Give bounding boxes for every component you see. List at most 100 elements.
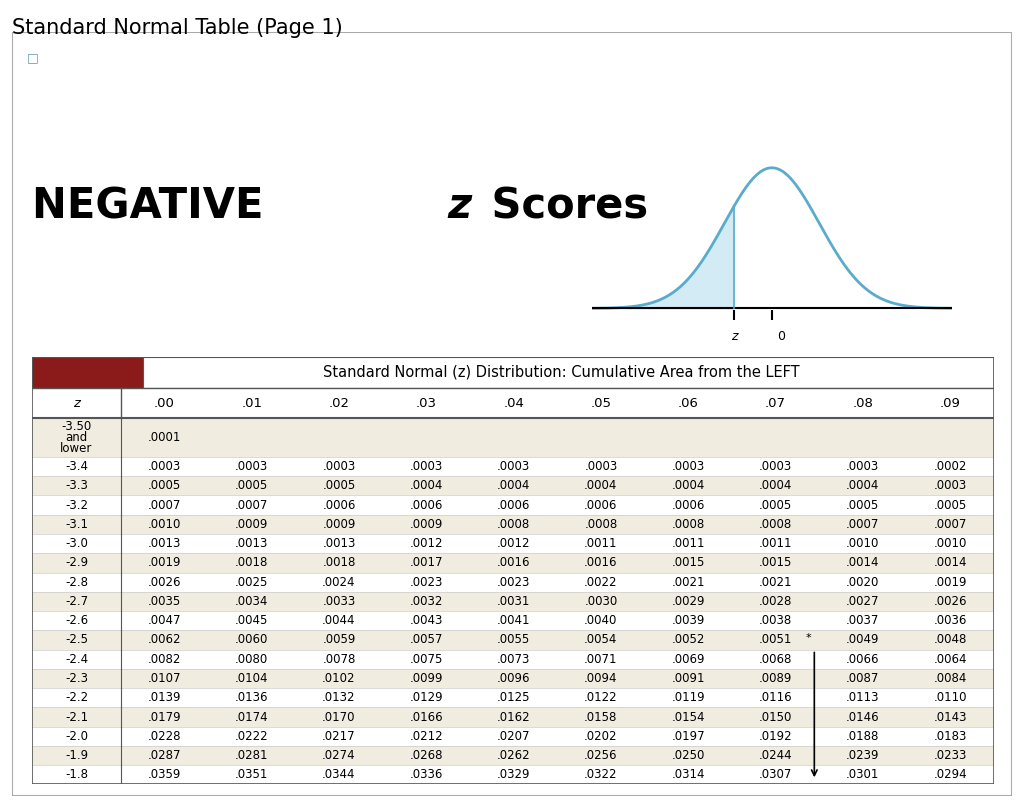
Text: .0040: .0040 (584, 614, 617, 627)
Text: .0011: .0011 (584, 537, 617, 550)
Bar (33, 688, 993, 707)
Text: .0014: .0014 (846, 557, 880, 570)
Text: .0004: .0004 (759, 479, 793, 492)
Text: .0003: .0003 (497, 460, 530, 473)
Text: .0336: .0336 (410, 768, 443, 781)
Text: .0132: .0132 (323, 691, 355, 705)
Text: .0005: .0005 (759, 499, 793, 511)
Text: .0021: .0021 (672, 575, 705, 589)
Text: .0188: .0188 (846, 730, 880, 743)
Bar (33, 419, 993, 457)
Text: .0107: .0107 (147, 672, 181, 685)
Text: .0062: .0062 (147, 633, 181, 646)
Text: .0010: .0010 (934, 537, 967, 550)
Text: .0294: .0294 (933, 768, 967, 781)
Text: .0119: .0119 (672, 691, 705, 705)
Text: .09: .09 (940, 397, 961, 410)
Text: .0038: .0038 (759, 614, 793, 627)
Text: .0008: .0008 (497, 518, 530, 531)
Text: -2.5: -2.5 (65, 633, 88, 646)
Text: .0011: .0011 (759, 537, 793, 550)
Text: .0015: .0015 (759, 557, 793, 570)
Text: .0057: .0057 (410, 633, 443, 646)
Text: .0154: .0154 (672, 710, 705, 723)
Text: .0344: .0344 (323, 768, 355, 781)
Text: .0281: .0281 (234, 749, 268, 762)
Bar (33, 534, 993, 553)
Text: .0054: .0054 (584, 633, 617, 646)
Text: .0006: .0006 (672, 499, 705, 511)
Text: .0003: .0003 (147, 460, 181, 473)
Text: .0009: .0009 (234, 518, 268, 531)
Text: .0233: .0233 (934, 749, 967, 762)
Text: .0003: .0003 (410, 460, 443, 473)
Text: .0150: .0150 (759, 710, 793, 723)
Bar (33, 495, 993, 515)
Text: .03: .03 (416, 397, 437, 410)
Text: .0020: .0020 (846, 575, 880, 589)
Text: *: * (806, 633, 811, 643)
Text: .08: .08 (852, 397, 873, 410)
Bar (33, 611, 993, 630)
Text: .0179: .0179 (147, 710, 181, 723)
Text: .0094: .0094 (584, 672, 617, 685)
Text: .0004: .0004 (672, 479, 705, 492)
Text: .0359: .0359 (147, 768, 181, 781)
Text: .0009: .0009 (410, 518, 443, 531)
Text: .0005: .0005 (846, 499, 880, 511)
Text: .05: .05 (591, 397, 611, 410)
Bar (33, 515, 993, 534)
Text: .00: .00 (154, 397, 175, 410)
Text: .0016: .0016 (497, 557, 530, 570)
Text: .0082: .0082 (147, 653, 181, 666)
Text: .0017: .0017 (410, 557, 443, 570)
Text: .0122: .0122 (584, 691, 617, 705)
Text: -2.8: -2.8 (65, 575, 88, 589)
Text: z: z (73, 397, 80, 410)
Text: .0089: .0089 (759, 672, 793, 685)
Text: □: □ (28, 52, 39, 65)
Bar (33, 357, 142, 388)
Text: .0007: .0007 (147, 499, 181, 511)
Text: .0110: .0110 (933, 691, 967, 705)
Text: .0008: .0008 (672, 518, 705, 531)
Text: .0013: .0013 (234, 537, 268, 550)
Text: -1.9: -1.9 (65, 749, 88, 762)
Text: .0087: .0087 (846, 672, 880, 685)
Text: .0004: .0004 (846, 479, 880, 492)
Text: .0033: .0033 (323, 595, 355, 608)
Bar (33, 476, 993, 495)
Text: -2.1: -2.1 (65, 710, 88, 723)
Text: .0037: .0037 (846, 614, 880, 627)
Text: .0013: .0013 (323, 537, 355, 550)
Text: .0003: .0003 (323, 460, 355, 473)
Text: .0032: .0032 (410, 595, 443, 608)
Bar (33, 707, 993, 726)
Text: -3.0: -3.0 (66, 537, 88, 550)
Text: .0351: .0351 (234, 768, 268, 781)
Text: .0262: .0262 (497, 749, 530, 762)
Text: .0019: .0019 (147, 557, 181, 570)
Text: .0008: .0008 (585, 518, 617, 531)
Text: .0005: .0005 (147, 479, 181, 492)
Text: .0003: .0003 (585, 460, 617, 473)
Text: .0005: .0005 (934, 499, 967, 511)
Text: .0007: .0007 (846, 518, 880, 531)
Text: .0004: .0004 (410, 479, 443, 492)
Text: .01: .01 (242, 397, 262, 410)
Text: .0207: .0207 (497, 730, 530, 743)
Text: .0322: .0322 (584, 768, 617, 781)
Text: .0041: .0041 (497, 614, 530, 627)
Text: .0008: .0008 (759, 518, 793, 531)
Text: .0192: .0192 (759, 730, 793, 743)
Text: .0012: .0012 (410, 537, 443, 550)
Text: .0162: .0162 (497, 710, 530, 723)
Text: .0003: .0003 (236, 460, 268, 473)
Text: .0003: .0003 (846, 460, 880, 473)
Text: -2.4: -2.4 (65, 653, 88, 666)
Text: .0202: .0202 (584, 730, 617, 743)
Text: .0015: .0015 (672, 557, 705, 570)
Text: Standard Normal (z) Distribution: Cumulative Area from the LEFT: Standard Normal (z) Distribution: Cumula… (323, 364, 800, 380)
Text: -1.8: -1.8 (65, 768, 88, 781)
Text: .06: .06 (678, 397, 698, 410)
